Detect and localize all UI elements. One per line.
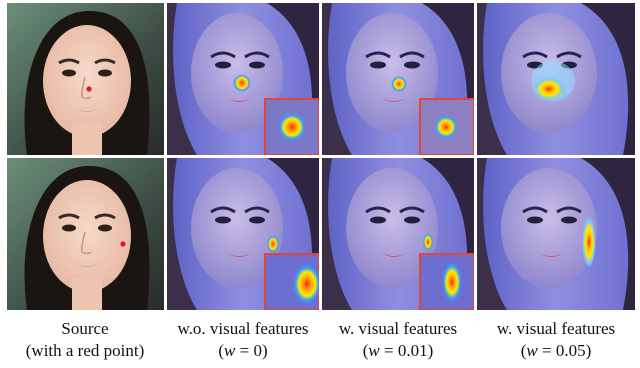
weight-symbol: w xyxy=(368,341,380,360)
weight-value: 0 xyxy=(253,341,262,360)
red-point-marker xyxy=(120,241,126,247)
source-image-row2 xyxy=(7,158,164,310)
caption-w-visual-features-001: w. visual features (w = 0.01) xyxy=(318,318,478,364)
heatmap-w-visual-features-005-row2 xyxy=(477,158,635,310)
caption-weight-value: (w = 0.01) xyxy=(362,341,434,360)
caption-line2: (with a red point) xyxy=(25,341,145,360)
heatmap-w-visual-features-005-row1 xyxy=(477,3,635,155)
caption-w-visual-features-005: w. visual features (w = 0.05) xyxy=(476,318,636,364)
heatmap-w-visual-features-001-row2 xyxy=(322,158,474,310)
weight-value: 0.01 xyxy=(397,341,428,360)
weight-symbol: w xyxy=(224,341,236,360)
caption-weight-value: (w = 0) xyxy=(218,341,268,360)
weight-symbol: w xyxy=(526,341,538,360)
caption-line1: w. visual features xyxy=(496,319,616,338)
caption-weight-value: (w = 0.05) xyxy=(520,341,592,360)
caption-wo-visual-features: w.o. visual features (w = 0) xyxy=(163,318,323,364)
heatmap-wo-visual-features-row1 xyxy=(167,3,319,155)
caption-line1: w. visual features xyxy=(338,319,458,338)
caption-source: Source (with a red point) xyxy=(2,318,168,364)
heatmap-wo-visual-features-row2 xyxy=(167,158,319,310)
heatmap-w-visual-features-001-row1 xyxy=(322,3,474,155)
red-point-marker xyxy=(86,86,92,92)
caption-line1: w.o. visual features xyxy=(177,319,309,338)
source-image-row1 xyxy=(7,3,164,155)
caption-line1: Source xyxy=(61,319,109,338)
weight-value: 0.05 xyxy=(555,341,586,360)
